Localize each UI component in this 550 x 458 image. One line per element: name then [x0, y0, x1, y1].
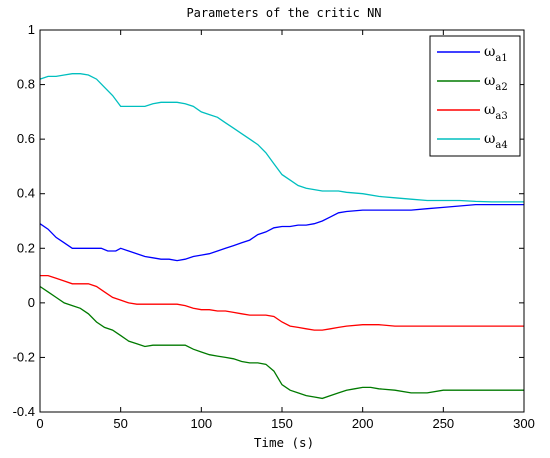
x-tick-label: 0	[36, 416, 43, 431]
y-tick-label: -0.4	[13, 404, 35, 419]
legend-label-a4: ωa4	[484, 131, 508, 151]
legend-label-a3: ωa3	[484, 102, 508, 122]
chart-title: Parameters of the critic NN	[186, 6, 381, 20]
legend: ωa1 ωa2 ωa3 ωa4	[429, 35, 521, 157]
x-tick-label: 50	[113, 416, 127, 431]
x-tick-label: 250	[432, 416, 454, 431]
series-layer	[39, 73, 524, 400]
y-tick-label: 0.2	[17, 240, 35, 255]
series-line-a2	[39, 285, 524, 400]
legend-label-a2: ωa2	[484, 73, 508, 93]
ticks-layer: 0 50 100 150 200 250 300 -0.4 -0.2 0 0.2 0.4 0.6 0.8 1	[13, 22, 535, 431]
x-tick-label: 300	[513, 416, 535, 431]
legend-box	[429, 35, 521, 157]
y-tick-label: -0.2	[13, 349, 35, 364]
y-tick-label: 0.6	[17, 131, 35, 146]
x-tick-label: 200	[352, 416, 374, 431]
y-tick-label: 0	[28, 295, 35, 310]
plot-frame	[39, 29, 525, 413]
x-axis-label: Time (s)	[254, 435, 314, 450]
legend-label-a1: ωa1	[484, 44, 508, 64]
series-line-a1	[39, 203, 524, 262]
series-line-a3	[40, 274, 524, 331]
series-line-a4	[39, 73, 524, 203]
x-tick-label: 150	[271, 416, 293, 431]
y-tick-label: 1	[28, 22, 35, 37]
y-tick-label: 0.4	[17, 186, 35, 201]
x-tick-label: 100	[190, 416, 212, 431]
y-tick-label: 0.8	[17, 77, 35, 92]
